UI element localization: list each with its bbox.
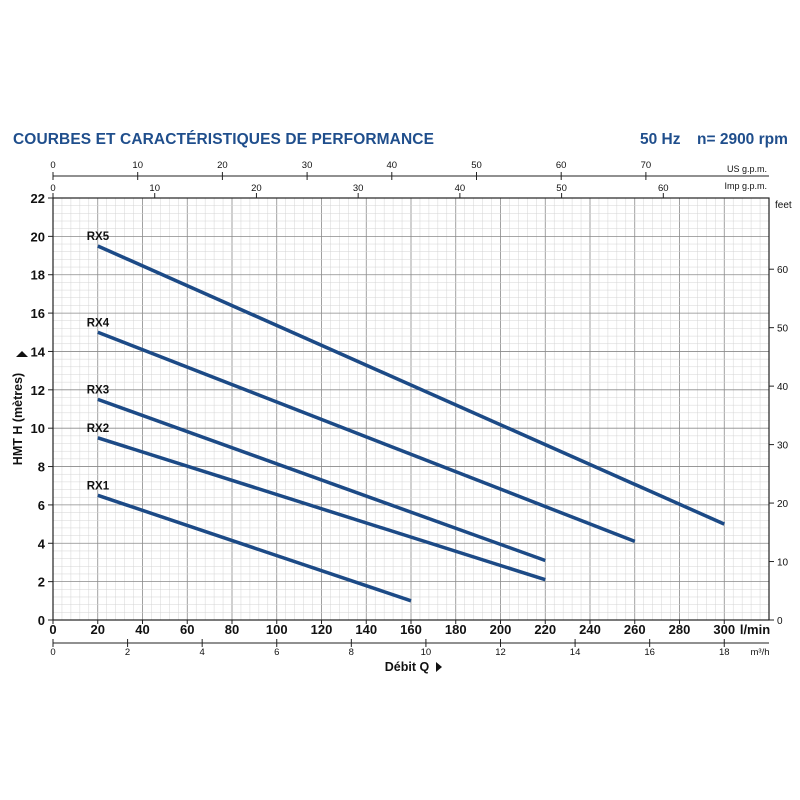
curve-label-rx2: RX2 bbox=[87, 423, 109, 435]
curve-label-rx5: RX5 bbox=[87, 231, 110, 243]
curve-rx3 bbox=[97, 397, 546, 563]
m3h-tick-label: 12 bbox=[495, 647, 506, 658]
usgpm-tick-label: 50 bbox=[471, 160, 482, 171]
usgpm-tick-label: 40 bbox=[387, 160, 398, 171]
x-tick-label: 120 bbox=[311, 622, 333, 637]
x-tick-label: 20 bbox=[91, 622, 105, 637]
impgpm-tick-label: 50 bbox=[556, 183, 567, 194]
feet-tick-label: 50 bbox=[777, 324, 789, 335]
y-axis-label: HMT H (mètres) bbox=[11, 373, 25, 465]
m3h-tick-label: 2 bbox=[125, 647, 130, 658]
feet-tick-label: 10 bbox=[777, 558, 789, 569]
chart-title: COURBES ET CARACTÉRISTIQUES DE PERFORMAN… bbox=[13, 131, 435, 148]
feet-tick-label: 30 bbox=[777, 441, 789, 452]
y-tick-label: 22 bbox=[31, 191, 45, 206]
y-tick-label: 8 bbox=[38, 460, 45, 475]
feet-tick-label: 40 bbox=[777, 382, 789, 393]
y-tick-label: 10 bbox=[31, 421, 45, 436]
y-tick-label: 20 bbox=[31, 229, 45, 244]
impgpm-axis-label: Imp g.p.m. bbox=[724, 181, 767, 191]
usgpm-tick-label: 60 bbox=[556, 160, 567, 171]
impgpm-tick-label: 20 bbox=[251, 183, 262, 194]
curve-label-rx4: RX4 bbox=[87, 317, 110, 329]
x-tick-label: 260 bbox=[624, 622, 646, 637]
x-tick-label: 60 bbox=[180, 622, 194, 637]
x-tick-label: 280 bbox=[669, 622, 691, 637]
x-axis-arrow-icon bbox=[436, 662, 442, 672]
usgpm-tick-label: 30 bbox=[302, 160, 313, 171]
m3h-tick-label: 8 bbox=[349, 647, 354, 658]
usgpm-tick-label: 10 bbox=[132, 160, 143, 171]
m3h-tick-label: 16 bbox=[644, 647, 655, 658]
impgpm-tick-label: 0 bbox=[50, 183, 55, 194]
y-tick-label: 0 bbox=[38, 613, 45, 628]
x-tick-label: 300 bbox=[713, 622, 735, 637]
frequency-label: 50 Hz bbox=[640, 131, 681, 148]
x-tick-label: 180 bbox=[445, 622, 467, 637]
x-tick-label: 200 bbox=[490, 622, 512, 637]
y-tick-label: 14 bbox=[31, 344, 46, 359]
impgpm-tick-label: 60 bbox=[658, 183, 669, 194]
usgpm-tick-label: 0 bbox=[50, 160, 55, 171]
x-tick-label: 240 bbox=[579, 622, 601, 637]
m3h-tick-label: 4 bbox=[200, 647, 205, 658]
feet-tick-label: 0 bbox=[777, 616, 783, 627]
x-tick-label: 220 bbox=[534, 622, 556, 637]
curve-rx1 bbox=[97, 493, 412, 603]
y-tick-label: 6 bbox=[38, 498, 45, 513]
curve-rx4 bbox=[97, 330, 636, 544]
m3h-axis-label: m³/h bbox=[751, 647, 770, 658]
curve-rx2 bbox=[97, 436, 546, 582]
feet-tick-label: 60 bbox=[777, 265, 789, 276]
x-axis-label: Débit Q bbox=[385, 660, 430, 674]
usgpm-tick-label: 20 bbox=[217, 160, 228, 171]
curve-label-rx1: RX1 bbox=[87, 480, 110, 492]
y-tick-label: 12 bbox=[31, 383, 45, 398]
curve-label-rx3: RX3 bbox=[87, 384, 109, 396]
x-tick-label: 40 bbox=[135, 622, 149, 637]
usgpm-axis-label: US g.p.m. bbox=[727, 164, 767, 174]
y-tick-label: 4 bbox=[38, 536, 46, 551]
x-tick-label: 160 bbox=[400, 622, 422, 637]
y-tick-label: 2 bbox=[38, 575, 45, 590]
y-axis-arrow-icon bbox=[16, 351, 28, 357]
feet-axis-label: feet bbox=[775, 200, 792, 211]
x-tick-label: 0 bbox=[49, 622, 56, 637]
impgpm-tick-label: 30 bbox=[353, 183, 364, 194]
m3h-tick-label: 14 bbox=[570, 647, 581, 658]
feet-tick-label: 20 bbox=[777, 499, 789, 510]
usgpm-tick-label: 70 bbox=[641, 160, 652, 171]
curve-rx5 bbox=[97, 244, 726, 526]
speed-label: n= 2900 rpm bbox=[697, 131, 788, 148]
m3h-tick-label: 10 bbox=[421, 647, 432, 658]
m3h-tick-label: 18 bbox=[719, 647, 730, 658]
impgpm-tick-label: 10 bbox=[149, 183, 160, 194]
y-tick-label: 16 bbox=[31, 306, 45, 321]
m3h-tick-label: 0 bbox=[50, 647, 55, 658]
y-tick-label: 18 bbox=[31, 268, 45, 283]
x-unit-label: l/min bbox=[740, 622, 770, 637]
x-tick-label: 80 bbox=[225, 622, 239, 637]
x-tick-label: 100 bbox=[266, 622, 288, 637]
m3h-tick-label: 6 bbox=[274, 647, 279, 658]
impgpm-tick-label: 40 bbox=[455, 183, 466, 194]
x-tick-label: 140 bbox=[355, 622, 377, 637]
